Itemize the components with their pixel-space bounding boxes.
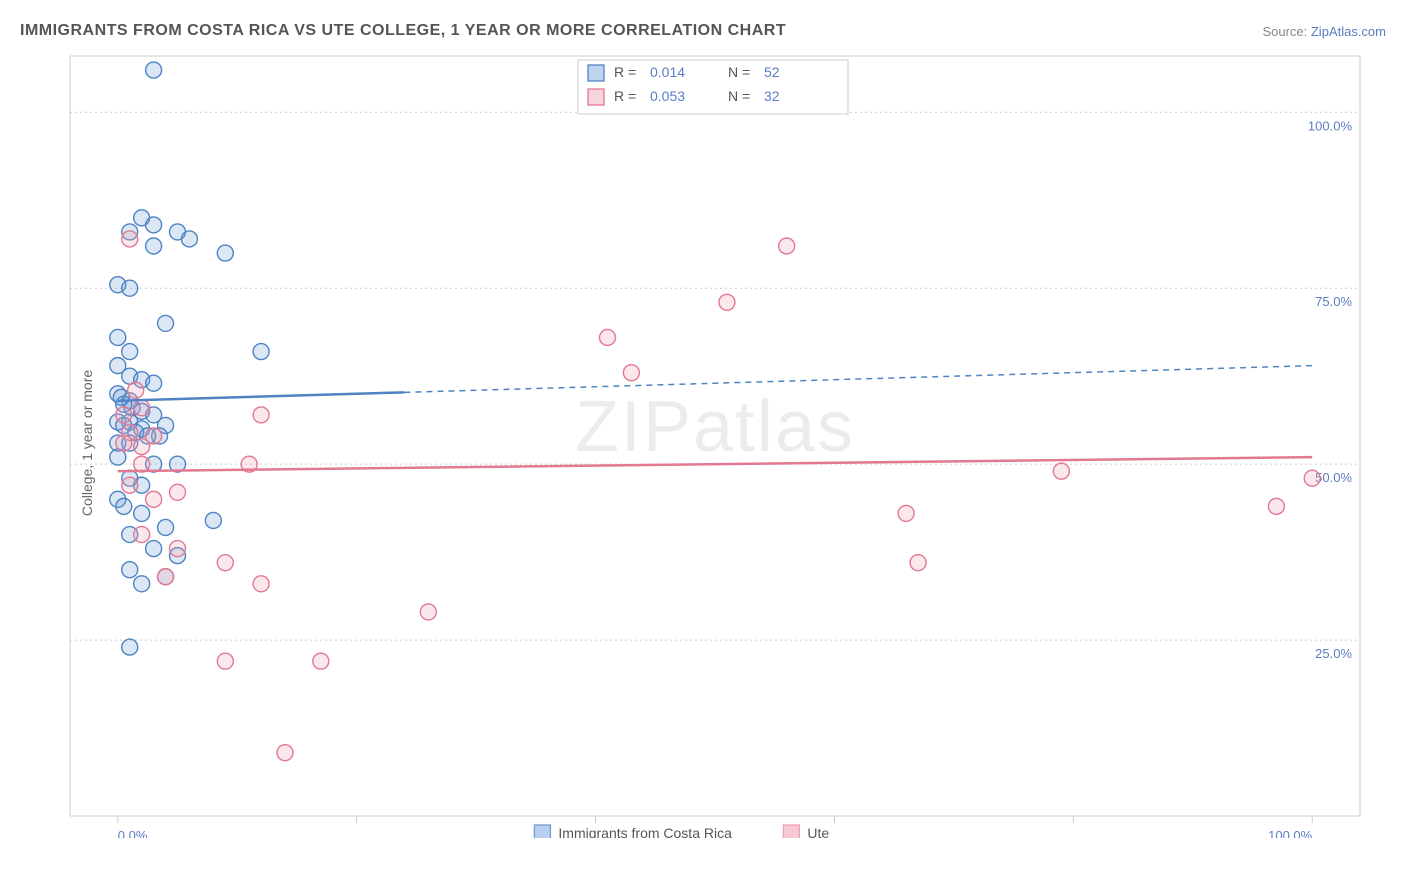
data-point (1268, 498, 1284, 514)
data-point (122, 231, 138, 247)
series-swatch (534, 825, 550, 838)
data-point (122, 639, 138, 655)
data-point (158, 315, 174, 331)
data-point (217, 653, 233, 669)
data-point (623, 365, 639, 381)
data-point (277, 745, 293, 761)
data-point (146, 238, 162, 254)
y-tick-label: 100.0% (1308, 118, 1353, 133)
data-point (253, 407, 269, 423)
watermark: ZIPatlas (575, 387, 855, 467)
x-tick-label: 100.0% (1268, 828, 1313, 838)
scatter-chart: 25.0%50.0%75.0%100.0%0.0%100.0%ZIPatlasR… (42, 48, 1382, 838)
data-point (113, 389, 129, 405)
data-point (134, 439, 150, 455)
data-point (719, 294, 735, 310)
legend-n-label: N = (728, 88, 750, 104)
data-point (146, 62, 162, 78)
legend-r-value: 0.014 (650, 64, 685, 80)
data-point (122, 562, 138, 578)
data-point (898, 505, 914, 521)
trend-line-dashed (404, 366, 1312, 393)
data-point (122, 344, 138, 360)
data-point (779, 238, 795, 254)
data-point (134, 527, 150, 543)
x-tick-label: 0.0% (118, 828, 148, 838)
data-point (146, 217, 162, 233)
legend-r-label: R = (614, 88, 636, 104)
data-point (158, 569, 174, 585)
data-point (910, 555, 926, 571)
data-point (116, 498, 132, 514)
data-point (146, 491, 162, 507)
data-point (313, 653, 329, 669)
data-point (170, 484, 186, 500)
legend-swatch (588, 65, 604, 81)
source-link[interactable]: ZipAtlas.com (1311, 24, 1386, 39)
data-point (170, 541, 186, 557)
source-credit: Source: ZipAtlas.com (1262, 24, 1386, 39)
data-point (110, 329, 126, 345)
series-swatch (783, 825, 799, 838)
source-prefix: Source: (1262, 24, 1310, 39)
data-point (122, 280, 138, 296)
data-point (128, 382, 144, 398)
data-point (134, 400, 150, 416)
data-point (600, 329, 616, 345)
trend-line-solid (118, 392, 405, 400)
series-label: Ute (807, 825, 829, 838)
legend-n-value: 52 (764, 64, 780, 80)
data-point (158, 519, 174, 535)
data-point (1053, 463, 1069, 479)
legend-n-label: N = (728, 64, 750, 80)
data-point (217, 555, 233, 571)
y-tick-label: 25.0% (1315, 646, 1352, 661)
data-point (1304, 470, 1320, 486)
data-point (146, 541, 162, 557)
data-point (134, 576, 150, 592)
legend-r-label: R = (614, 64, 636, 80)
data-point (420, 604, 436, 620)
data-point (116, 407, 132, 423)
data-point (205, 512, 221, 528)
data-point (217, 245, 233, 261)
data-point (181, 231, 197, 247)
chart-area: College, 1 year or more 25.0%50.0%75.0%1… (42, 48, 1382, 838)
legend-r-value: 0.053 (650, 88, 685, 104)
legend-swatch (588, 89, 604, 105)
data-point (122, 477, 138, 493)
y-tick-label: 75.0% (1315, 294, 1352, 309)
data-point (253, 576, 269, 592)
series-label: Immigrants from Costa Rica (558, 825, 732, 838)
data-point (146, 375, 162, 391)
legend-n-value: 32 (764, 88, 780, 104)
chart-title: IMMIGRANTS FROM COSTA RICA VS UTE COLLEG… (20, 22, 786, 40)
data-point (116, 435, 132, 451)
data-point (134, 505, 150, 521)
data-point (253, 344, 269, 360)
